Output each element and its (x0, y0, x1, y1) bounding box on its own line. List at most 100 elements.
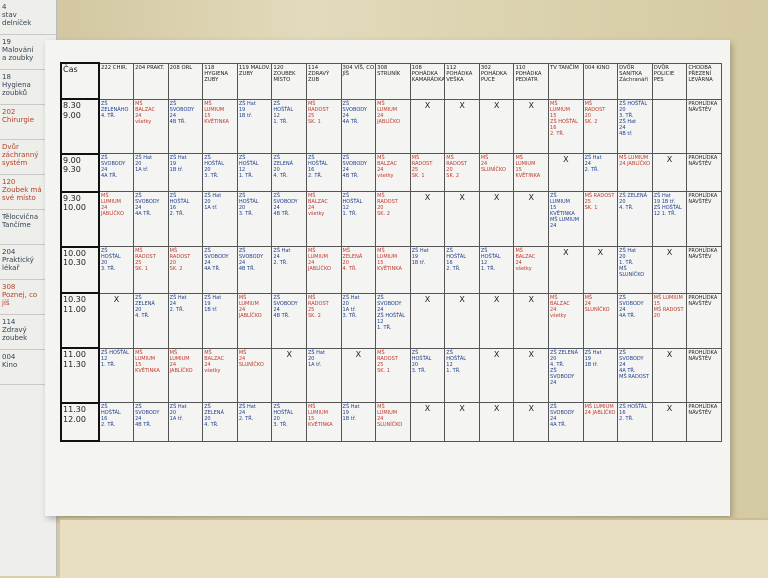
schedule-cell: X (98, 292, 135, 349)
schedule-cell: ZŠ Hat 20 1A tř. (305, 347, 342, 404)
schedule-cell: MŠ LUMIUM 15 KVĚTINKA (202, 98, 238, 155)
schedule-cell: ZŠ HOŠŤÁL 20 3. TŘ. (202, 153, 238, 193)
header-cell: 114 ZDRAVÝ ZUB (305, 62, 342, 100)
schedule-cell: ZŠ ZELENÁ 20 4. TŘ. (271, 153, 307, 193)
schedule-cell: X (478, 191, 515, 248)
schedule-cell: X (444, 98, 480, 155)
table-row: 11.00 11.30 ZŠ HOŠŤÁL 12 1. TŘ. MŠ LUMIUM … (60, 347, 722, 404)
schedule-cell: MŠ ZELENÁ 20 4. TŘ. (340, 246, 377, 294)
schedule-cell: MŠ 24 SLUNÍČKO (582, 292, 619, 349)
schedule-cell: X (478, 402, 515, 442)
schedule-cell: ZŠ Hat 24 2. TŘ. (271, 246, 307, 294)
side-item: 308 Poznej, co jíš (0, 280, 56, 315)
schedule-cell: ZŠ SVOBODY 24 4B TŘ. (340, 153, 377, 193)
schedule-cell: ZŠ Hat 24 2. TŘ. (236, 402, 273, 442)
header-cell: 120 ZOUBEK MÍSTO (271, 62, 307, 100)
table-row: 11.30 12.00 ZŠ HOŠŤÁL 16 2. TŘ. ZŠ SVOBODY… (60, 401, 722, 443)
header-cell: 204 PRAKT. (133, 62, 169, 100)
schedule-cell: MŠ LUMIUM 24 SLUNÍČKO (375, 402, 411, 442)
schedule-cell: ZŠ HOŠŤÁL 20 3. TŘ. (236, 191, 273, 248)
schedule-cell: ZŠ Hat 19 1B tř. (236, 98, 273, 155)
schedule-cell: MŠ RADOST 25 SK. 1 (375, 347, 411, 404)
schedule-cell: ZŠ ZELENÁ 20 4. TŘ. (133, 292, 169, 349)
schedule-cell: ZŠ HOŠŤÁL 12 1. TŘ. (98, 347, 135, 404)
schedule-cell: X (409, 191, 446, 248)
time-cell: 8.30 9.00 (60, 98, 100, 155)
shelf (60, 518, 768, 578)
time-cell: 9.30 10.00 (60, 190, 100, 248)
schedule-cell: MŠ RADOST 20 SK. 2 (167, 246, 204, 294)
table-row: 10.00 10.30 ZŠ HOŠŤÁL 20 3. TŘ. MŠ RADOST … (60, 245, 722, 295)
schedule-cell: ZŠ HOŠŤÁL 16 2. TŘ. (617, 402, 653, 442)
schedule-cell: MŠ BALZAC 24 všetky (375, 153, 411, 193)
schedule-cell: X (651, 246, 688, 294)
header-cell: 118 HYGIENA ZUBY (202, 62, 238, 100)
schedule-cell: ZŠ Hat 19 1B tř. ZŠ HOŠŤÁL 12 1. TŘ. (651, 191, 688, 248)
schedule-cell: ZŠ Hat 20 1A tř. (167, 402, 204, 442)
schedule-cell: ZŠ Hat 24 2. TŘ. (167, 292, 204, 349)
schedule-cell: ZŠ ZELENÁ 20 4. TŘ. (202, 402, 238, 442)
schedule-cell: ZŠ Hat 19 1B tř. (167, 153, 204, 193)
schedule-cell: PROHLÍDKA NÁVŠTĚV (686, 98, 722, 155)
schedule-cell: X (513, 292, 550, 349)
schedule-cell: X (582, 246, 619, 294)
schedule-cell: MŠ LUMIUM 24 JABLÍČKO (167, 347, 204, 404)
schedule-cell: PROHLÍDKA NÁVŠTĚV (686, 191, 722, 248)
schedule-cell: ZŠ SVOBODY 24 4B TŘ. (133, 402, 169, 442)
schedule-cell: X (478, 292, 515, 349)
schedule-cell: ZŠ HOŠŤÁL 20 3. TŘ. (409, 347, 446, 404)
schedule-cell: ZŠ HOŠŤÁL 16 2. TŘ. (305, 153, 342, 193)
schedule-cell: PROHLÍDKA NÁVŠTĚV (686, 347, 722, 404)
schedule-cell: ZŠ HOŠŤÁL 12 1. TŘ. (236, 153, 273, 193)
time-cell: 11.00 11.30 (60, 347, 100, 404)
schedule-cell: ZŠ Hat 19 1B tř. (340, 402, 377, 442)
header-cell: Čas (60, 62, 100, 100)
schedule-cell: X (513, 98, 550, 155)
time-cell: 11.30 12.00 (60, 401, 100, 443)
schedule-cell: ZŠ Hat 19 1B tř. (409, 246, 446, 294)
schedule-cell: X (651, 402, 688, 442)
header-cell: DVŮR SANITKA Záchranáři (617, 62, 653, 100)
table-row: 9.00 9.30 ZŠ SVOBODY 24 4A TŘ. ZŠ Hat 20 1… (60, 152, 722, 193)
schedule-cell: ZŠ HOŠŤÁL 20 3. TŘ. ZŠ Hat 24 4B tř. (617, 98, 653, 155)
schedule-cell: MŠ LUMIUM 15 KVĚTINKA (305, 402, 342, 442)
schedule-cell: X (409, 98, 446, 155)
time-cell: 10.30 11.00 (60, 292, 100, 350)
schedule-cell: ZŠ Hat 19 1B tř. (582, 347, 619, 404)
schedule-cell: MŠ LUMIUM 24 JABLÍČKO (236, 292, 273, 349)
schedule-cell: MŠ RADOST 25 SK. 1 (133, 246, 169, 294)
schedule-cell: MŠ BALZAC 24 všetky (513, 246, 550, 294)
schedule-cell: ZŠ HOŠŤÁL 16 2. TŘ. (167, 191, 204, 248)
schedule-cell: X (548, 153, 584, 193)
schedule-cell: ZŠ Hat 20 1A tř. 3. TŘ. (340, 292, 377, 349)
schedule-cell: ZŠ SVOBODY 24 4A TŘ. (617, 292, 653, 349)
schedule-cell: MŠ RADOST 25 SK. 2 (305, 292, 342, 349)
schedule-cell: ZŠ HOŠŤÁL 20 3. TŘ. (98, 246, 135, 294)
schedule-cell: ZŠ HOŠŤÁL 16 2. TŘ. (444, 246, 480, 294)
schedule-cell: X (651, 347, 688, 404)
schedule-cell: X (478, 98, 515, 155)
header-cell: CHODBA PŘEZENÍ LEVÁRNA (686, 62, 722, 100)
table-body: 8.30 9.00 ZŠ ZELENÁHO 4. TŘ. MŠ BALZAC 24 … (60, 98, 722, 443)
schedule-cell (651, 98, 688, 155)
schedule-cell: MŠ 24 SLUNÍČKO (236, 347, 273, 404)
side-item: 4 stav delníček (0, 0, 56, 35)
schedule-cell: ZŠ SVOBODY 24 4B TŘ. (271, 292, 307, 349)
side-item: Tělocvična Tančíme (0, 210, 56, 245)
side-item: 004 Kino (0, 350, 56, 385)
schedule-cell: X (444, 402, 480, 442)
header-cell: 108 POHÁDKA KAMARÁDKA (409, 62, 446, 100)
table-row: 10.30 11.00 X ZŠ ZELENÁ 20 4. TŘ. ZŠ Hat 24… (60, 292, 722, 350)
schedule-cell: ZŠ SVOBODY 24 4B TŘ. (167, 98, 204, 155)
schedule-cell: ZŠ Hat 20 1A tř. (202, 191, 238, 248)
schedule-cell: X (513, 191, 550, 248)
header-cell: 302 POHÁDKA PUCE (478, 62, 515, 100)
schedule-cell: PROHLÍDKA NÁVŠTĚV (686, 246, 722, 294)
schedule-cell: ZŠ SVOBODY 24 4A TŘ. (98, 153, 135, 193)
schedule-cell: MŠ RADOST 25 SK. 1 (409, 153, 446, 193)
schedule-cell: ZŠ HOŠŤÁL 12 1. TŘ. (340, 191, 377, 248)
schedule-cell: ZŠ SVOBODY 24 4B TŘ. (271, 191, 307, 248)
header-cell: 222 CHIR. (98, 62, 135, 100)
schedule-cell: ZŠ HOŠŤÁL 12 1. TŘ. (271, 98, 307, 155)
